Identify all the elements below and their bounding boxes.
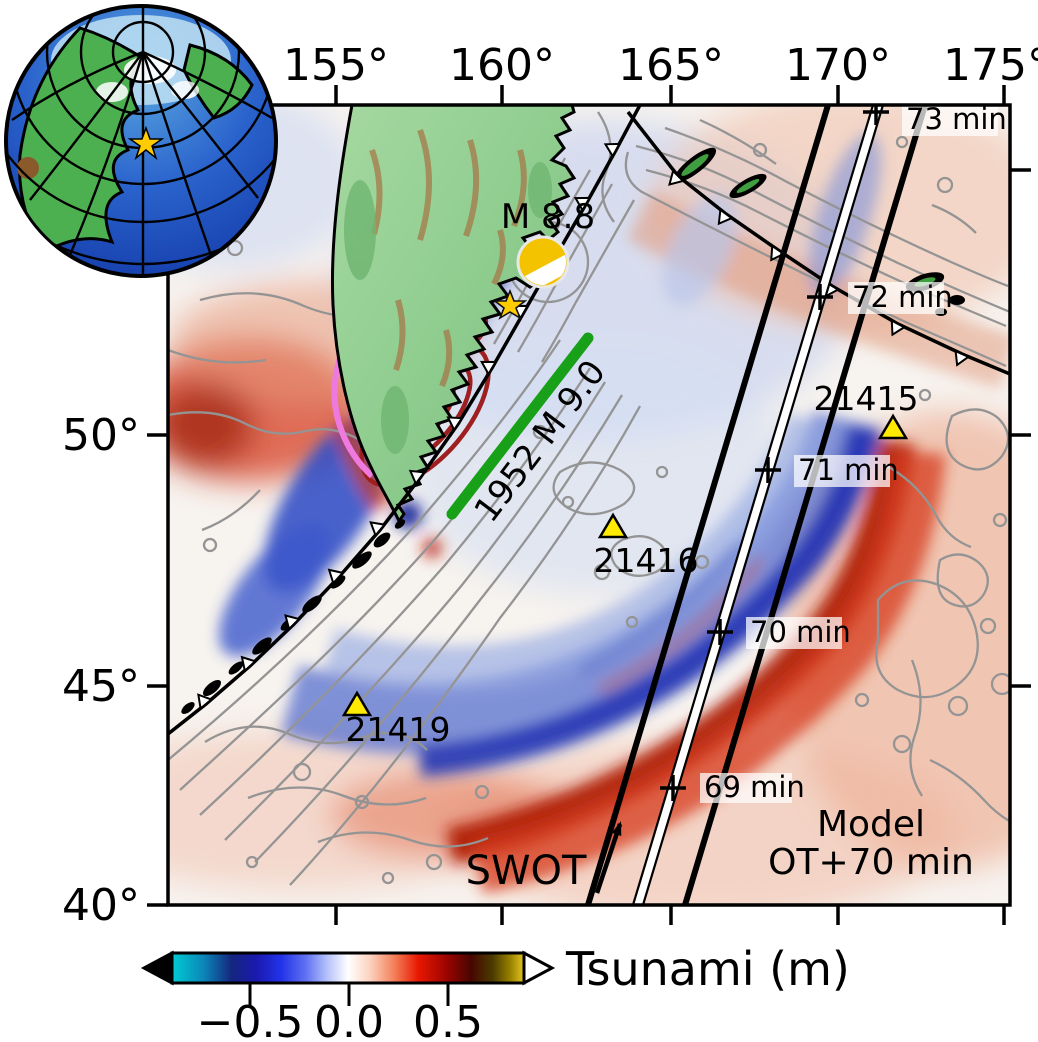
- swot-swath: [585, 105, 928, 905]
- swot-arrow: [594, 821, 623, 894]
- epicenter-star: [492, 288, 528, 320]
- svg-text:70 min: 70 min: [750, 615, 851, 649]
- buoy-label-21415: 21415: [814, 379, 919, 418]
- lat-label-45: 45°: [62, 661, 140, 712]
- time-label-69min: 69 min: [700, 770, 805, 804]
- lon-label-165: 165°: [618, 40, 724, 91]
- colorbar-left-arrow: [140, 950, 174, 986]
- lon-label-175: 175°: [943, 40, 1038, 91]
- travel-time-crosses: [660, 105, 889, 801]
- time-label-70min: 70 min: [746, 615, 851, 649]
- dart-buoy-21419: 21419: [341, 690, 451, 749]
- dart-buoy-21415: 21415: [814, 379, 919, 440]
- globe-inset: [4, 4, 278, 278]
- lon-label-170: 170°: [785, 40, 891, 91]
- top-axis-labels: 155° 160° 165° 170° 175°: [283, 40, 1038, 91]
- time-label-71min: 71 min: [794, 453, 899, 487]
- svg-text:71 min: 71 min: [798, 453, 899, 487]
- model-caption-line1: Model: [817, 804, 925, 845]
- axis-ticks: [147, 85, 1031, 925]
- focal-mechanism: [516, 235, 570, 289]
- lat-label-50: 50°: [62, 410, 140, 461]
- colorbar-tick-00: 0.0: [314, 997, 384, 1042]
- cross-73min: [863, 105, 889, 125]
- colorbar-title: Tsunami (m): [565, 942, 850, 996]
- model-caption-line2: OT+70 min: [768, 842, 974, 883]
- colorbar: −0.5 0.0 0.5 Tsunami (m): [140, 942, 850, 1042]
- aleutian-trench: [626, 110, 1010, 376]
- dart-buoy-21416: 21416: [594, 512, 699, 580]
- cross-70min: [707, 619, 733, 645]
- cross-71min: [755, 457, 781, 483]
- cross-72min: [807, 284, 833, 310]
- swot-left-edge: [585, 105, 831, 905]
- colorbar-right-arrow: [522, 950, 556, 986]
- map-frame: 155° 160° 165° 170° 175° 50° 45° 40°: [62, 40, 1038, 931]
- left-axis-labels: 50° 45° 40°: [62, 410, 140, 931]
- globe-epicenter-star: [127, 125, 165, 161]
- svg-text:72 min: 72 min: [852, 280, 953, 314]
- kuril-kamchatka-trench: [168, 105, 642, 736]
- buoy-label-21416: 21416: [594, 541, 699, 580]
- time-label-72min: 72 min: [848, 280, 953, 314]
- lat-label-40: 40°: [62, 880, 140, 931]
- colorbar-ticks: [248, 984, 450, 1006]
- rupture-line-1952: [446, 332, 594, 520]
- colorbar-tick-neg05: −0.5: [197, 997, 304, 1042]
- swot-right-edge: [682, 105, 928, 905]
- swot-nadir-gap: [633, 105, 883, 905]
- swot-label: SWOT: [466, 848, 587, 894]
- lon-label-155: 155°: [283, 40, 389, 91]
- lon-label-160: 160°: [449, 40, 555, 91]
- earthquake-magnitude-label: M 8.8: [501, 197, 595, 237]
- svg-text:69 min: 69 min: [704, 770, 805, 804]
- colorbar-tick-05: 0.5: [413, 997, 483, 1042]
- svg-text:73 min: 73 min: [906, 102, 1007, 136]
- cross-69min: [660, 775, 686, 801]
- time-label-73min: 73 min: [902, 102, 1007, 136]
- colorbar-gradient: [170, 951, 526, 985]
- buoy-label-21419: 21419: [346, 710, 451, 749]
- travel-time-labels: 73 min 72 min 71 min 70 min 69 min: [700, 102, 1007, 804]
